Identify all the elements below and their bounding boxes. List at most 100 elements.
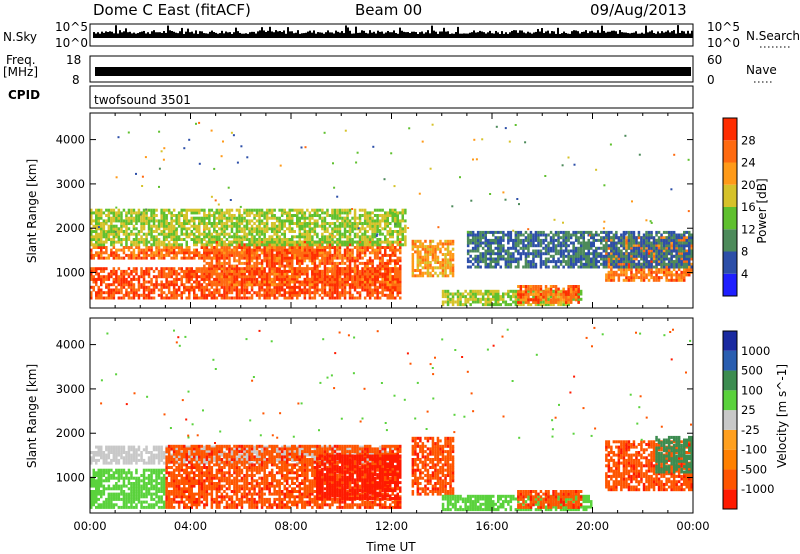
heatmap-cell bbox=[341, 293, 344, 297]
heatmap-cell bbox=[230, 224, 234, 228]
heatmap-cell bbox=[215, 216, 219, 220]
noise-sample bbox=[223, 33, 225, 38]
heatmap-cell bbox=[203, 235, 206, 239]
heatmap-cell bbox=[386, 216, 389, 220]
heatmap-cell bbox=[120, 224, 123, 228]
heatmap-cell bbox=[333, 216, 337, 220]
heatmap-cell bbox=[306, 253, 309, 257]
noise-sample bbox=[95, 33, 97, 38]
heatmap-cell bbox=[200, 291, 204, 295]
heatmap-cell bbox=[142, 296, 146, 300]
heatmap-cell bbox=[627, 265, 631, 269]
heatmap-cell bbox=[351, 248, 354, 252]
heatmap-cell bbox=[105, 296, 108, 300]
heatmap-cell bbox=[180, 277, 183, 281]
heatmap-cell bbox=[208, 283, 211, 287]
heatmap-cell bbox=[122, 293, 126, 297]
heatmap-cell bbox=[358, 230, 362, 233]
heatmap-cell bbox=[424, 258, 427, 262]
heatmap-cell bbox=[444, 269, 447, 272]
heatmap-cell bbox=[316, 211, 319, 215]
heatmap-cell bbox=[278, 291, 281, 295]
heatmap-cell bbox=[270, 291, 274, 295]
heatmap-cell bbox=[92, 280, 95, 284]
heatmap-cell bbox=[308, 238, 312, 241]
heatmap-cell bbox=[313, 253, 317, 257]
noise-sample bbox=[651, 30, 653, 38]
heatmap-cell bbox=[170, 275, 173, 279]
heatmap-cell bbox=[205, 267, 209, 271]
heatmap-cell bbox=[115, 272, 118, 276]
heatmap-cell bbox=[303, 240, 307, 244]
noise-sample bbox=[437, 33, 439, 38]
heatmap-cell bbox=[283, 253, 286, 257]
heatmap-cell bbox=[371, 243, 374, 247]
noise-sample bbox=[587, 33, 589, 38]
heatmap-cell bbox=[215, 224, 219, 228]
heatmap-cell bbox=[235, 246, 239, 249]
heatmap-cell bbox=[223, 235, 226, 239]
heatmap-cell bbox=[145, 256, 148, 260]
heatmap-cell bbox=[97, 288, 100, 292]
noise-sample bbox=[643, 33, 645, 38]
heatmap-cell bbox=[137, 214, 141, 217]
heatmap-cell bbox=[384, 246, 387, 249]
heatmap-cell bbox=[243, 269, 246, 273]
heatmap-cell bbox=[512, 289, 515, 293]
noise-sample bbox=[419, 32, 421, 38]
noise-sample bbox=[201, 31, 203, 38]
heatmap-cell bbox=[188, 269, 191, 273]
heatmap-cell bbox=[155, 251, 158, 255]
noise-sample bbox=[553, 31, 555, 38]
heatmap-cell bbox=[157, 275, 161, 279]
noise-sample bbox=[617, 33, 619, 38]
heatmap-cell bbox=[243, 251, 246, 255]
heatmap-cell bbox=[245, 246, 249, 249]
heatmap-cell bbox=[203, 256, 206, 260]
heatmap-cell bbox=[291, 277, 294, 281]
noise-sample bbox=[479, 30, 481, 38]
heatmap-cell bbox=[652, 276, 656, 280]
heatmap-cell bbox=[208, 288, 211, 292]
heatmap-cell bbox=[544, 295, 548, 299]
heatmap-cell bbox=[331, 259, 334, 263]
heatmap-cell bbox=[386, 219, 389, 223]
heatmap-cell bbox=[414, 250, 417, 254]
heatmap-cell bbox=[280, 269, 284, 273]
heatmap-cell bbox=[235, 224, 239, 228]
heatmap-cell bbox=[291, 280, 294, 284]
heatmap-cell bbox=[127, 267, 131, 271]
heatmap-cell bbox=[376, 216, 379, 220]
heatmap-cell bbox=[198, 283, 201, 287]
heatmap-cell bbox=[122, 248, 126, 252]
heatmap-cell bbox=[296, 219, 299, 223]
heatmap-cell bbox=[321, 227, 324, 231]
heatmap-cell bbox=[147, 280, 151, 284]
heatmap-cell bbox=[100, 240, 103, 244]
heatmap-cell bbox=[286, 272, 289, 276]
heatmap-cell bbox=[313, 214, 317, 217]
heatmap-cell bbox=[208, 251, 211, 255]
heatmap-cell bbox=[391, 283, 394, 287]
noise-sample bbox=[565, 32, 567, 38]
heatmap-cell bbox=[293, 269, 296, 273]
heatmap-cell bbox=[215, 291, 219, 295]
heatmap-cell bbox=[195, 211, 198, 215]
heatmap-cell bbox=[557, 287, 560, 291]
heatmap-cell bbox=[655, 270, 658, 274]
heatmap-cell bbox=[253, 261, 256, 265]
noise-sample bbox=[499, 33, 501, 38]
heatmap-cell bbox=[188, 235, 191, 239]
heatmap-cell bbox=[504, 303, 508, 307]
heatmap-cell bbox=[185, 230, 188, 233]
heatmap-cell bbox=[140, 230, 143, 233]
heatmap-cell bbox=[190, 232, 193, 236]
heatmap-cell bbox=[233, 248, 236, 252]
heatmap-cell bbox=[265, 272, 269, 276]
heatmap-cell bbox=[662, 270, 666, 274]
heatmap-cell bbox=[368, 283, 372, 287]
heatmap-cell bbox=[203, 251, 206, 255]
heatmap-cell bbox=[183, 256, 186, 260]
heatmap-cell bbox=[366, 211, 369, 215]
heatmap-cell bbox=[102, 211, 106, 215]
